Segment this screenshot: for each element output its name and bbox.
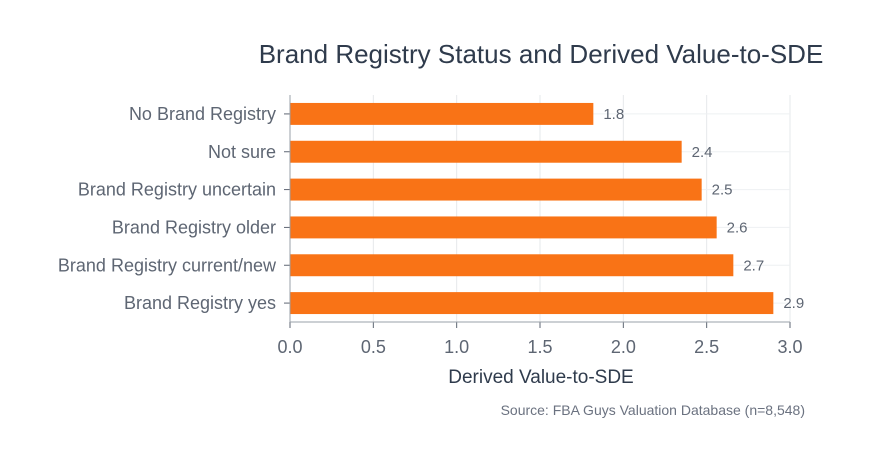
x-tick-label: 1.0 — [444, 337, 469, 357]
x-tick-label: 2.0 — [611, 337, 636, 357]
value-labels: 1.8 2.4 2.5 2.6 2.7 2.9 — [603, 106, 804, 312]
chart-title: Brand Registry Status and Derived Value-… — [259, 39, 824, 69]
x-tick-label: 3.0 — [777, 337, 802, 357]
value-label: 2.9 — [783, 295, 804, 312]
bar — [290, 140, 682, 163]
category-label: Not sure — [208, 142, 276, 162]
x-axis: 0.0 0.5 1.0 1.5 2.0 2.5 3.0 — [277, 95, 803, 357]
value-label: 2.6 — [727, 219, 748, 236]
bar — [290, 292, 774, 315]
category-label: No Brand Registry — [129, 104, 276, 124]
value-label: 1.8 — [603, 106, 624, 123]
source-note: Source: FBA Guys Valuation Database (n=8… — [501, 402, 805, 418]
category-label: Brand Registry uncertain — [78, 180, 276, 200]
value-label: 2.7 — [743, 257, 764, 274]
x-axis-title: Derived Value-to-SDE — [448, 367, 634, 388]
grid-lines — [289, 95, 791, 322]
bar — [290, 254, 734, 277]
value-label: 2.5 — [712, 182, 733, 199]
x-tick-label: 1.5 — [527, 337, 552, 357]
x-tick-label: 0.5 — [361, 337, 386, 357]
bars — [290, 102, 774, 315]
category-label: Brand Registry current/new — [58, 255, 277, 275]
category-labels: No Brand Registry Not sure Brand Registry … — [58, 104, 290, 313]
x-tick-label: 0.0 — [277, 337, 302, 357]
category-label: Brand Registry yes — [124, 293, 276, 313]
value-label: 2.4 — [692, 144, 713, 161]
bar — [290, 102, 594, 125]
bar — [290, 178, 702, 201]
category-label: Brand Registry older — [112, 217, 276, 237]
x-tick-label: 2.5 — [694, 337, 719, 357]
bar — [290, 216, 717, 239]
